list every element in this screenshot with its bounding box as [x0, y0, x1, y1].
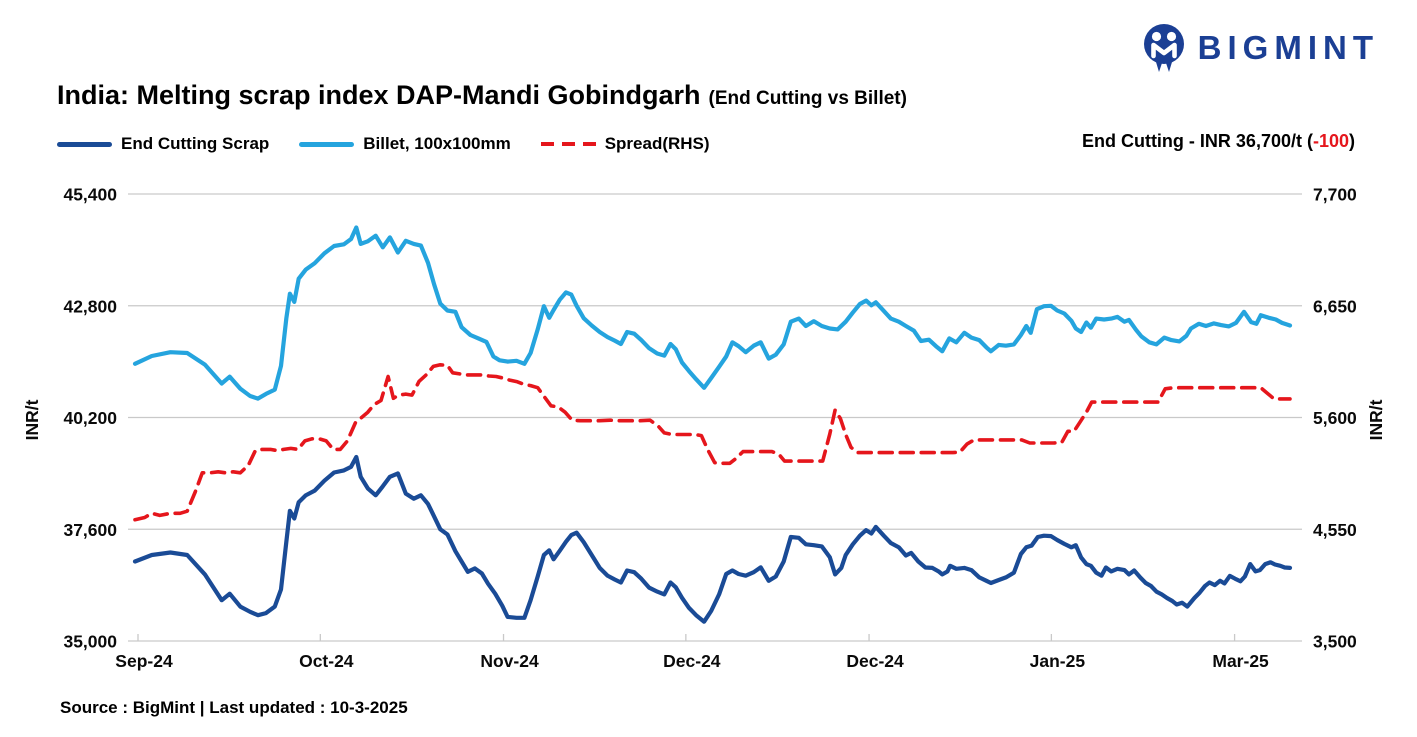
- bigmint-logo-icon: [1143, 24, 1184, 72]
- billet-swatch-icon: [299, 141, 355, 147]
- chart-title-row: India: Melting scrap index DAP-Mandi Gob…: [57, 80, 907, 111]
- x-tick-label: Dec-24: [846, 651, 904, 671]
- spread-rhs--line: [133, 362, 1292, 522]
- x-tick-label: Sep-24: [115, 651, 173, 671]
- end-cutting-scrap-line: [132, 454, 1293, 624]
- x-tick-label: Oct-24: [299, 651, 354, 671]
- y-right-tick-label: 3,500: [1313, 632, 1357, 652]
- y-left-axis-title: INR/t: [22, 399, 42, 440]
- y-left-tick-label: 35,000: [63, 632, 117, 652]
- source-note: Source : BigMint | Last updated : 10-3-2…: [60, 698, 408, 717]
- y-left-tick-label: 42,800: [63, 296, 117, 316]
- x-tick-label: Mar-25: [1212, 651, 1269, 671]
- page-title-suffix: (End Cutting vs Billet): [708, 88, 907, 109]
- billet-100x100mm-line: [132, 225, 1293, 401]
- legend: End Cutting Scrap Billet, 100x100mm Spre…: [57, 134, 710, 154]
- y-right-tick-label: 6,650: [1313, 296, 1357, 316]
- y-right-tick-label: 5,600: [1313, 408, 1357, 428]
- x-tick-label: Jan-25: [1030, 651, 1086, 671]
- y-left-tick-label: 45,400: [63, 185, 117, 205]
- y-right-tick-label: 4,550: [1313, 520, 1357, 540]
- x-tick-label: Nov-24: [480, 651, 539, 671]
- legend-label: End Cutting Scrap: [121, 134, 270, 153]
- x-tick-label: Dec-24: [663, 651, 721, 671]
- page-title: India: Melting scrap index DAP-Mandi Gob…: [57, 80, 701, 110]
- y-right-tick-label: 7,700: [1313, 185, 1357, 205]
- legend-item-billet: Billet, 100x100mm: [299, 134, 511, 154]
- bigmint-logo: BIGMINT: [1140, 22, 1379, 74]
- legend-item-end-cutting-scrap: End Cutting Scrap: [57, 134, 269, 154]
- latest-price-annotation: End Cutting - INR 36,700/t (-100): [1082, 131, 1355, 152]
- y-left-tick-label: 40,200: [63, 408, 117, 428]
- y-left-tick-label: 37,600: [63, 520, 117, 540]
- legend-item-spread: Spread(RHS): [540, 134, 710, 154]
- annotation-prefix: End Cutting - INR 36,700/t (: [1081, 131, 1313, 151]
- spread-swatch-icon: [540, 142, 596, 146]
- bigmint-wordmark: BIGMINT: [1197, 29, 1379, 66]
- legend-label: Spread(RHS): [604, 134, 710, 153]
- annotation-suffix: ): [1349, 131, 1355, 151]
- end-cutting-scrap-swatch-icon: [57, 141, 112, 147]
- annotation-change-value: -100: [1312, 131, 1349, 151]
- y-right-axis-title: INR/t: [1366, 399, 1386, 440]
- legend-label: Billet, 100x100mm: [363, 134, 511, 153]
